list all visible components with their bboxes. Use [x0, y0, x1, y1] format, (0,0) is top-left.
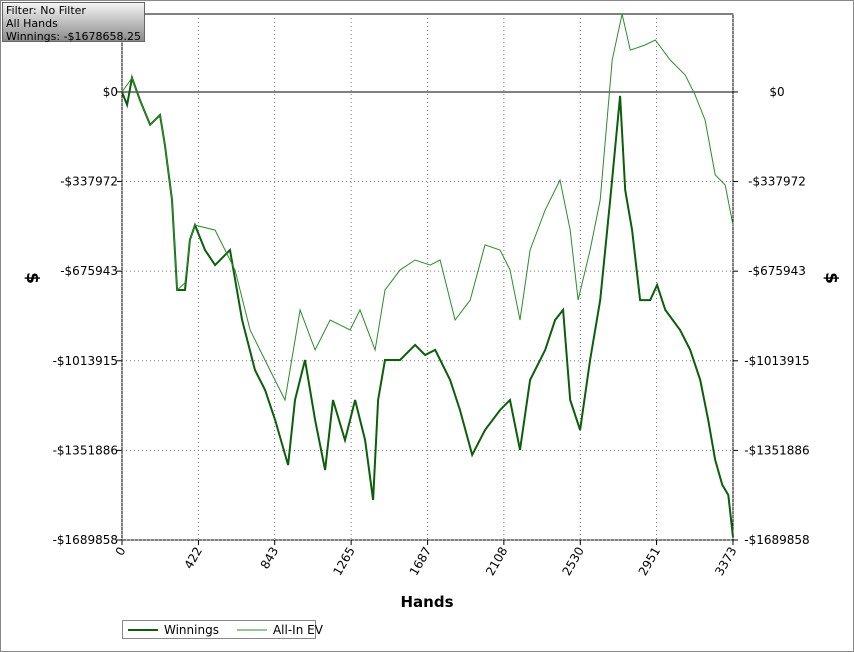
legend: Winnings All-In EV: [122, 620, 324, 639]
y-tick-label-right: -$1013915: [744, 354, 809, 368]
filter-box: Filter: No Filter All Hands Winnings: -$…: [2, 2, 145, 43]
y-tick-label-right: -$675943: [748, 264, 806, 278]
y-axis-title-right: $: [821, 272, 841, 284]
y-axis-title: $: [22, 272, 42, 284]
y-tick-label: -$337972: [60, 175, 118, 189]
legend-label: Winnings: [164, 623, 219, 637]
legend-box: [122, 620, 316, 639]
legend-label: All-In EV: [273, 623, 324, 637]
y-tick-label: $0: [103, 85, 118, 99]
y-tick-label: -$1351886: [53, 443, 118, 457]
filter-line: All Hands: [6, 17, 58, 30]
series-line: [121, 13, 734, 402]
y-tick-label-right: -$1689858: [744, 533, 809, 547]
filter-line: Winnings: -$1678658.25: [6, 30, 142, 43]
y-tick-label: -$675943: [60, 264, 118, 278]
y-tick-label-right: $0: [769, 85, 784, 99]
y-tick-label-right: -$337972: [748, 175, 806, 189]
x-axis-title: Hands: [400, 593, 453, 611]
y-tick-label-right: -$1351886: [744, 443, 809, 457]
y-tick-label: -$1689858: [53, 533, 118, 547]
y-tick-label: -$1013915: [53, 354, 118, 368]
filter-line: Filter: No Filter: [6, 4, 86, 17]
